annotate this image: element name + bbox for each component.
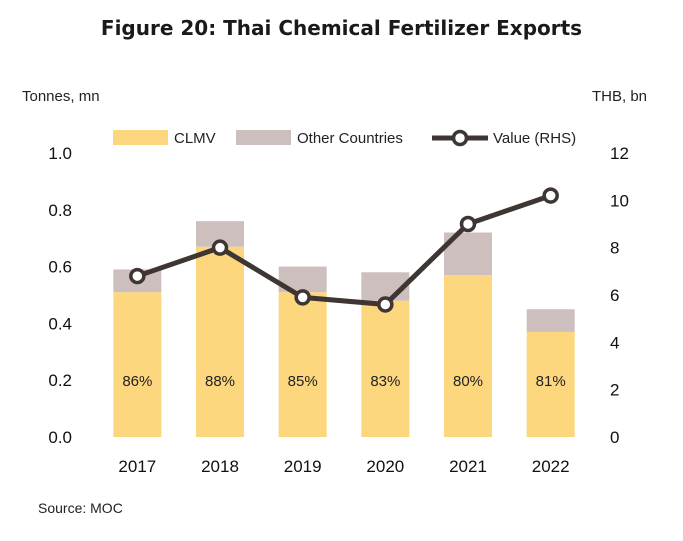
bar-clmv-2020: [361, 300, 410, 437]
bar-share-label-2019: 85%: [288, 373, 318, 390]
bar-other-countries-2022: [526, 309, 575, 332]
chart-title: Figure 20: Thai Chemical Fertilizer Expo…: [100, 16, 583, 40]
value-marker-2017: [129, 267, 146, 285]
right-axis-tick-label: 0: [610, 428, 619, 447]
left-axis-tick-label: 0.2: [48, 371, 72, 390]
right-axis-unit-label: THB, bn: [592, 88, 648, 105]
value-marker-2018: [211, 239, 229, 256]
right-axis-tick-label: 2: [610, 381, 619, 400]
value-marker-2020: [377, 296, 394, 313]
right-axis-tick-label: 12: [610, 144, 629, 163]
right-axis-tick-label: 6: [610, 286, 619, 305]
x-axis-tick-label-2022: 2022: [532, 457, 570, 476]
bar-share-label-2018: 88%: [205, 373, 235, 390]
bar-share-label-2020: 83%: [370, 373, 400, 390]
right-axis-tick-label: 4: [610, 333, 619, 352]
bar-share-label-2022: 81%: [536, 373, 566, 390]
legend-label-clmv: CLMV: [174, 130, 216, 147]
bar-clmv-2019: [278, 292, 327, 437]
bar-clmv-2022: [526, 331, 575, 437]
x-axis-tick-label-2017: 2017: [118, 457, 156, 476]
value-marker-2019: [294, 289, 311, 306]
bar-clmv-2018: [196, 246, 244, 437]
left-axis-tick-label: 1.0: [48, 144, 72, 163]
value-marker-2022: [542, 187, 559, 204]
x-axis-tick-label-2018: 2018: [201, 457, 239, 476]
right-axis-tick-label: 10: [610, 191, 629, 210]
legend-swatch-clmv: [113, 130, 168, 145]
left-axis-unit-label: Tonnes, mn: [22, 88, 100, 105]
bar-clmv-2021: [444, 275, 492, 437]
legend-marker-value: [451, 129, 469, 147]
value-marker-2021: [459, 215, 477, 233]
value-line: [136, 193, 552, 307]
legend-swatch-other-countries: [236, 130, 291, 145]
bar-share-label-2017: 86%: [122, 373, 152, 390]
bar-share-label-2021: 80%: [453, 373, 483, 390]
left-axis-tick-label: 0.8: [48, 201, 72, 220]
left-axis-tick-label: 0.6: [48, 258, 72, 277]
legend-label-other-countries: Other Countries: [297, 130, 403, 147]
bar-clmv-2017: [113, 292, 162, 437]
source-note: Source: MOC: [38, 500, 123, 516]
x-axis-tick-label-2021: 2021: [449, 457, 487, 476]
x-axis-tick-label-2020: 2020: [366, 457, 404, 476]
left-axis-tick-label: 0.0: [48, 428, 72, 447]
x-axis-tick-label-2019: 2019: [284, 457, 322, 476]
legend-label-value: Value (RHS): [493, 130, 576, 147]
left-axis-tick-label: 0.4: [48, 314, 72, 333]
right-axis-tick-label: 8: [610, 239, 619, 258]
